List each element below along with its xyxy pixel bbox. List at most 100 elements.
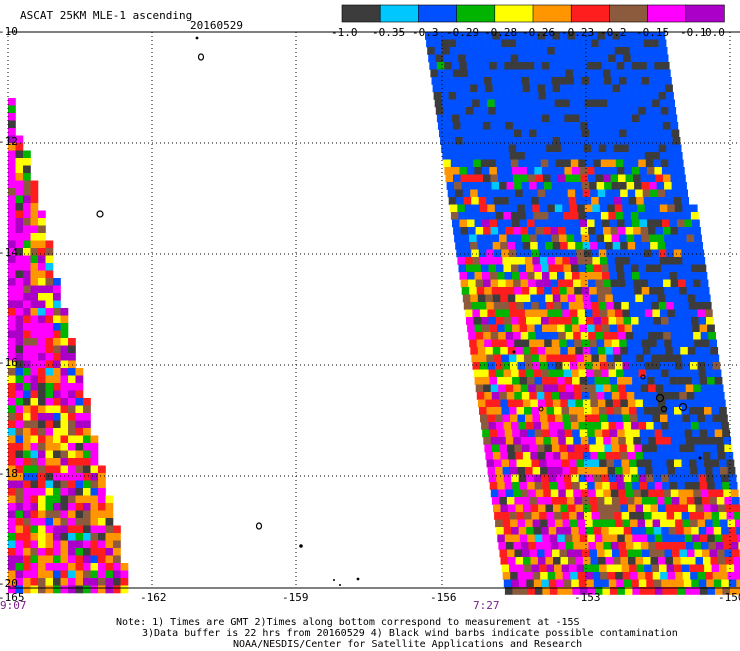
swath-cell [498, 122, 506, 130]
swath-cell [83, 571, 91, 579]
swath-cell [23, 256, 31, 264]
swath-cell [706, 527, 714, 535]
swath-cell [575, 137, 583, 145]
swath-cell [475, 122, 483, 130]
swath-cell [471, 355, 479, 363]
swath-cell [556, 422, 564, 430]
swath-cell [522, 340, 530, 348]
swath-cell [455, 137, 463, 145]
swath-cell [439, 130, 447, 138]
swath-cell [53, 541, 61, 549]
swath-cell [599, 302, 607, 310]
swath-cell [705, 415, 713, 423]
swath-cell [675, 467, 683, 475]
swath-cell [38, 413, 46, 421]
swath-cell [494, 302, 502, 310]
swath-cell [675, 415, 683, 423]
swath-cell [683, 572, 691, 580]
swath-cell [647, 272, 655, 280]
swath-cell [457, 205, 465, 213]
swath-cell [16, 391, 24, 399]
swath-cell [483, 227, 491, 235]
swath-cell [577, 152, 585, 160]
swath-cell [625, 325, 633, 333]
swath-cell [38, 286, 46, 294]
swath-cell [508, 242, 516, 250]
swath-cell [509, 512, 517, 520]
swath-cell [644, 250, 652, 258]
swath-cell [619, 287, 627, 295]
swath-cell [68, 383, 76, 391]
colorbar-label: -0.23 [561, 27, 594, 39]
swath-cell [511, 55, 519, 63]
swath-cell [531, 250, 539, 258]
swath-cell [53, 353, 61, 361]
swath-cell [8, 271, 16, 279]
swath-cell [456, 40, 464, 48]
swath-cell [98, 578, 106, 586]
swath-cell [719, 460, 727, 468]
swath-cell [8, 481, 16, 489]
swath-cell [594, 167, 602, 175]
swath-cell [656, 437, 664, 445]
swath-cell [699, 580, 707, 588]
swath-cell [610, 482, 618, 490]
swath-cell [481, 212, 489, 220]
swath-cell [31, 316, 39, 324]
swath-cell [451, 107, 459, 115]
swath-cell [449, 40, 457, 48]
swath-cell [559, 497, 567, 505]
swath-cell [61, 406, 69, 414]
swath-cell [624, 422, 632, 430]
swath-cell [554, 302, 562, 310]
swath-cell [522, 235, 530, 243]
swath-cell [68, 563, 76, 571]
swath-cell [548, 467, 556, 475]
swath-cell [640, 325, 648, 333]
swath-cell [672, 497, 680, 505]
swath-cell [489, 167, 497, 175]
swath-cell [514, 392, 522, 400]
swath-cell [579, 580, 587, 588]
swath-cell [600, 415, 608, 423]
swath-cell [502, 565, 510, 573]
swath-cell [584, 512, 592, 520]
swath-cell [539, 565, 547, 573]
swath-cell [619, 392, 627, 400]
swath-cell [557, 167, 565, 175]
swath-cell [552, 287, 560, 295]
swath-cell [91, 503, 99, 511]
swath-cell [478, 137, 486, 145]
swath-cell [519, 115, 527, 123]
swath-cell [46, 473, 54, 481]
swath-cell [577, 512, 585, 520]
swath-cell [495, 257, 503, 265]
swath-cell [31, 436, 39, 444]
swath-cell [532, 47, 540, 55]
swath-cell [678, 385, 686, 393]
swath-cell [492, 235, 500, 243]
swath-cell [662, 220, 670, 228]
swath-cell [500, 242, 508, 250]
swath-cell [713, 415, 721, 423]
swath-cell [614, 565, 622, 573]
swath-cell [673, 190, 681, 198]
swath-cell [454, 182, 462, 190]
swath-cell [639, 115, 647, 123]
swath-cell [602, 482, 610, 490]
swath-cell [732, 497, 740, 505]
swath-cell [709, 445, 717, 453]
swath-cell [31, 548, 39, 556]
swath-cell [579, 317, 587, 325]
swath-cell [692, 482, 700, 490]
swath-cell [490, 430, 498, 438]
swath-cell [639, 527, 647, 535]
swath-cell [91, 488, 99, 496]
swath-cell [106, 548, 114, 556]
swath-cell [558, 175, 566, 183]
swath-cell [98, 548, 106, 556]
swath-cell [670, 430, 678, 438]
swath-cell [571, 317, 579, 325]
swath-cell [31, 383, 39, 391]
swath-cell [558, 122, 566, 130]
